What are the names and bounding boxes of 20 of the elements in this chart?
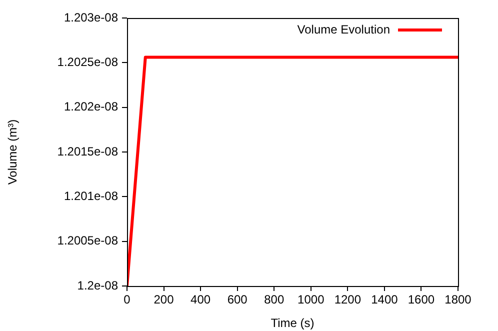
x-tick-label: 200: [154, 292, 174, 307]
y-tick-label: 1.201e-08: [64, 188, 118, 203]
y-tick-label: 1.202e-08: [64, 100, 118, 114]
x-tick-label: 1200: [334, 292, 362, 307]
x-axis-title: Time (s): [270, 316, 314, 330]
x-tick-label: 1800: [444, 292, 472, 307]
x-tick-label: 1400: [371, 292, 398, 307]
y-tick-label: 1.2005e-08: [57, 234, 118, 248]
x-tick-label: 800: [264, 292, 284, 307]
y-tick-label: 1.2015e-08: [57, 144, 118, 158]
x-tick-label: 1600: [408, 292, 435, 307]
x-tick-label: 600: [227, 292, 248, 307]
legend-label: Volume Evolution: [297, 22, 390, 36]
y-tick-label: 1.203e-08: [64, 10, 118, 24]
x-tick-label: 1000: [298, 292, 325, 307]
y-axis-title: Volume (m³): [6, 119, 20, 185]
y-tick-label: 1.2e-08: [77, 278, 118, 292]
y-tick-label: 1.2025e-08: [57, 54, 118, 69]
x-tick-label: 0: [124, 292, 131, 307]
x-tick-label: 400: [190, 292, 211, 307]
